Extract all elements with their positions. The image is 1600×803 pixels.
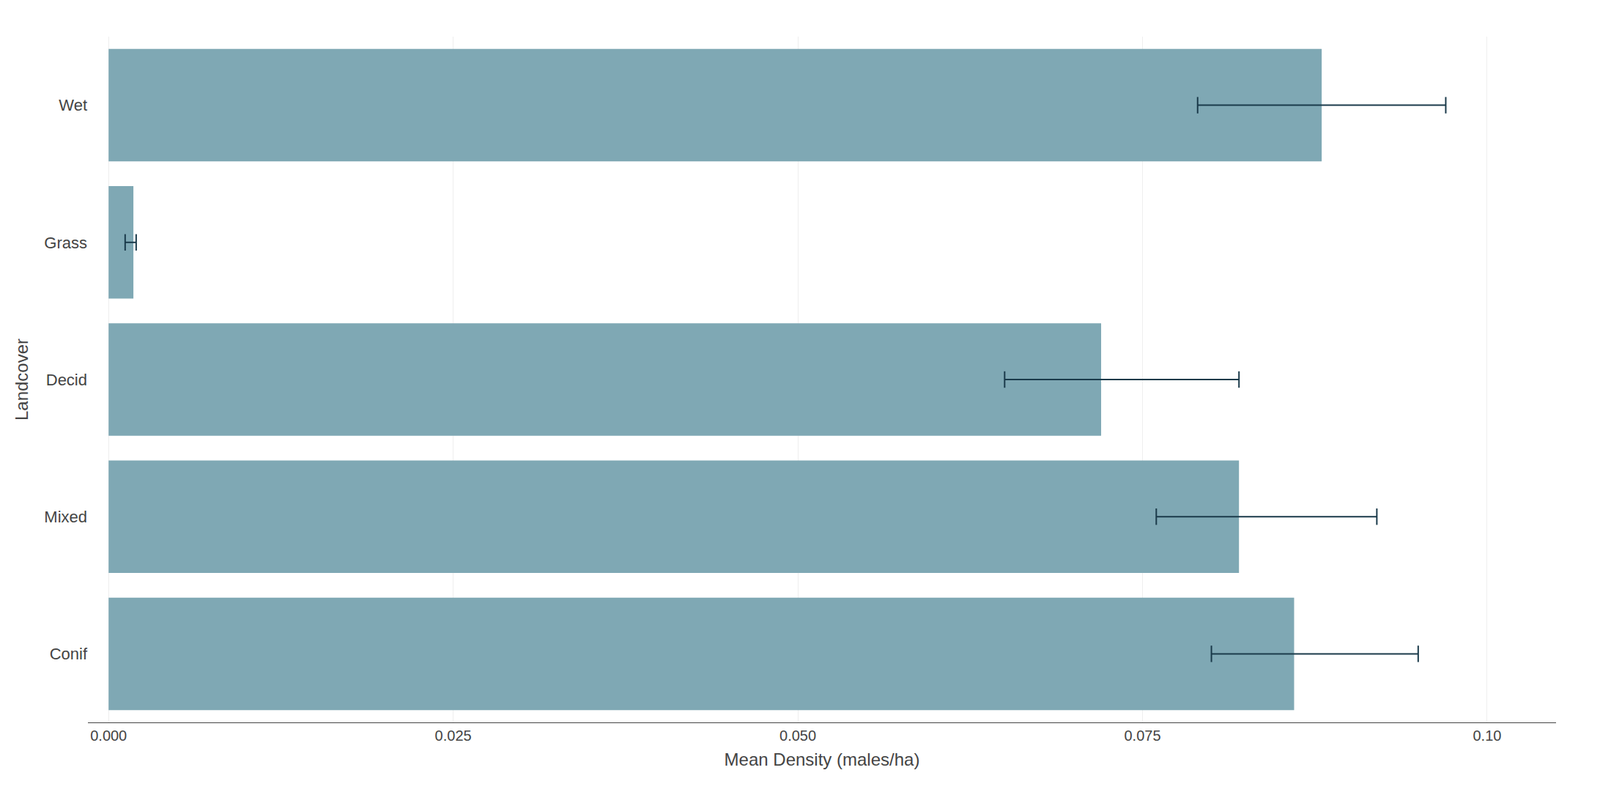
svg-text:0.075: 0.075 [1123, 727, 1161, 744]
svg-text:Landcover: Landcover [11, 338, 32, 421]
svg-text:0.025: 0.025 [435, 727, 472, 744]
svg-text:Conif: Conif [49, 644, 88, 664]
svg-text:Mean Density (males/ha): Mean Density (males/ha) [724, 749, 921, 770]
svg-text:Decid: Decid [46, 370, 88, 390]
svg-text:0.000: 0.000 [90, 727, 127, 744]
svg-text:0.10: 0.10 [1472, 727, 1502, 744]
svg-text:0.050: 0.050 [779, 727, 817, 744]
svg-text:Mixed: Mixed [43, 507, 88, 527]
svg-text:Wet: Wet [58, 95, 88, 115]
svg-text:Grass: Grass [43, 233, 88, 253]
